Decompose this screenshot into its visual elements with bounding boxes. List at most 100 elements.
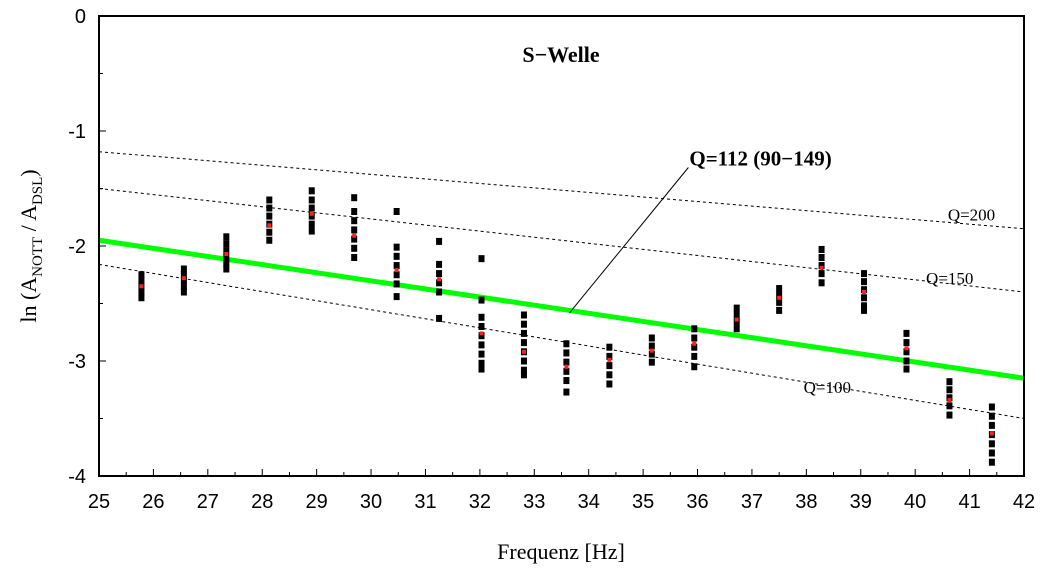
data-point <box>393 243 400 251</box>
data-point <box>818 279 825 287</box>
data-point <box>393 252 400 260</box>
y-tick-label: -4 <box>68 466 86 488</box>
data-point <box>308 227 315 235</box>
data-point <box>648 334 655 342</box>
mean-point <box>989 431 994 436</box>
data-point <box>988 412 995 420</box>
data-point <box>818 245 825 253</box>
data-point <box>988 421 995 429</box>
data-point <box>946 378 953 386</box>
data-point <box>351 226 358 234</box>
data-point <box>436 314 443 322</box>
y-tick-label: -2 <box>68 236 86 258</box>
data-point <box>520 329 527 337</box>
mean-point <box>904 346 909 351</box>
data-point <box>861 306 868 314</box>
data-points <box>138 187 995 466</box>
mean-point <box>352 233 357 238</box>
mean-point <box>947 398 952 403</box>
mean-point <box>394 268 399 273</box>
data-point <box>733 311 740 319</box>
x-tick-label: 34 <box>578 491 600 513</box>
data-point <box>776 285 783 293</box>
y-axis-label-sub1: NOTT <box>30 237 46 277</box>
x-tick-label: 27 <box>197 491 219 513</box>
x-tick-label: 28 <box>251 491 273 513</box>
data-point <box>520 311 527 319</box>
y-axis-label-suffix: ) <box>16 169 41 176</box>
data-point <box>691 352 698 360</box>
x-axis-label: Frequenz [Hz] <box>497 539 625 564</box>
data-point <box>606 371 613 379</box>
mean-point <box>819 265 824 270</box>
x-tick-label: 26 <box>142 491 164 513</box>
data-point <box>478 313 485 321</box>
x-tick-label: 33 <box>523 491 545 513</box>
mean-point <box>479 331 484 336</box>
data-point <box>520 371 527 379</box>
y-axis-label-prefix: ln (A <box>16 277 41 323</box>
x-tick-label: 37 <box>741 491 763 513</box>
chart-title: S−Welle <box>522 42 600 67</box>
x-tick-label: 38 <box>795 491 817 513</box>
data-point <box>818 262 825 270</box>
data-point <box>946 411 953 419</box>
data-point <box>478 359 485 367</box>
data-point <box>393 262 400 270</box>
mean-point <box>437 277 442 282</box>
data-point <box>606 352 613 360</box>
reference-line-label: Q=150 <box>926 269 973 288</box>
data-point <box>351 235 358 243</box>
y-axis-label: ln (ANOTT / ADSL) <box>16 169 46 322</box>
mean-point <box>734 317 739 322</box>
data-point <box>266 196 273 204</box>
data-point <box>266 236 273 244</box>
y-tick-label: -3 <box>68 351 86 373</box>
data-point <box>180 271 187 279</box>
data-point <box>563 349 570 357</box>
data-point <box>223 259 230 267</box>
data-point <box>351 208 358 215</box>
data-point <box>393 208 400 215</box>
data-point <box>478 341 485 349</box>
reference-line <box>98 263 1025 419</box>
data-point <box>861 302 868 310</box>
x-tick-label: 32 <box>469 491 491 513</box>
data-point <box>520 357 527 365</box>
data-point <box>563 377 570 385</box>
x-tick-label: 40 <box>904 491 926 513</box>
data-point <box>223 265 230 273</box>
data-point <box>733 325 740 333</box>
mean-point <box>607 357 612 362</box>
data-point <box>563 340 570 348</box>
reference-line <box>98 151 1025 230</box>
x-tick-label: 41 <box>958 491 980 513</box>
mean-point <box>564 364 569 369</box>
data-point <box>563 367 570 375</box>
reference-line-label: Q=200 <box>948 206 995 225</box>
fit-line <box>98 237 1025 381</box>
y-tick-label: 0 <box>75 6 86 28</box>
x-axis-ticks: 25 26 27 28 29 30 31 32 33 34 35 36 37 38 39 40 41 42 <box>88 469 1035 513</box>
data-point <box>308 204 315 212</box>
data-point <box>223 240 230 248</box>
data-point <box>903 348 910 356</box>
reference-line-label: Q=100 <box>804 378 851 397</box>
x-tick-label: 29 <box>306 491 328 513</box>
data-point <box>393 293 400 301</box>
x-tick-label: 39 <box>850 491 872 513</box>
data-point <box>308 220 315 228</box>
data-point <box>691 343 698 351</box>
x-tick-label: 30 <box>360 491 382 513</box>
data-point <box>478 323 485 330</box>
x-tick-label: 42 <box>1013 491 1035 513</box>
data-point <box>266 204 273 212</box>
data-point <box>861 294 868 302</box>
data-point <box>776 306 783 314</box>
x-tick-label: 25 <box>88 491 110 513</box>
data-point <box>436 260 443 268</box>
mean-point <box>692 341 697 346</box>
data-point <box>606 380 613 388</box>
data-point <box>138 271 145 279</box>
data-point <box>818 254 825 261</box>
